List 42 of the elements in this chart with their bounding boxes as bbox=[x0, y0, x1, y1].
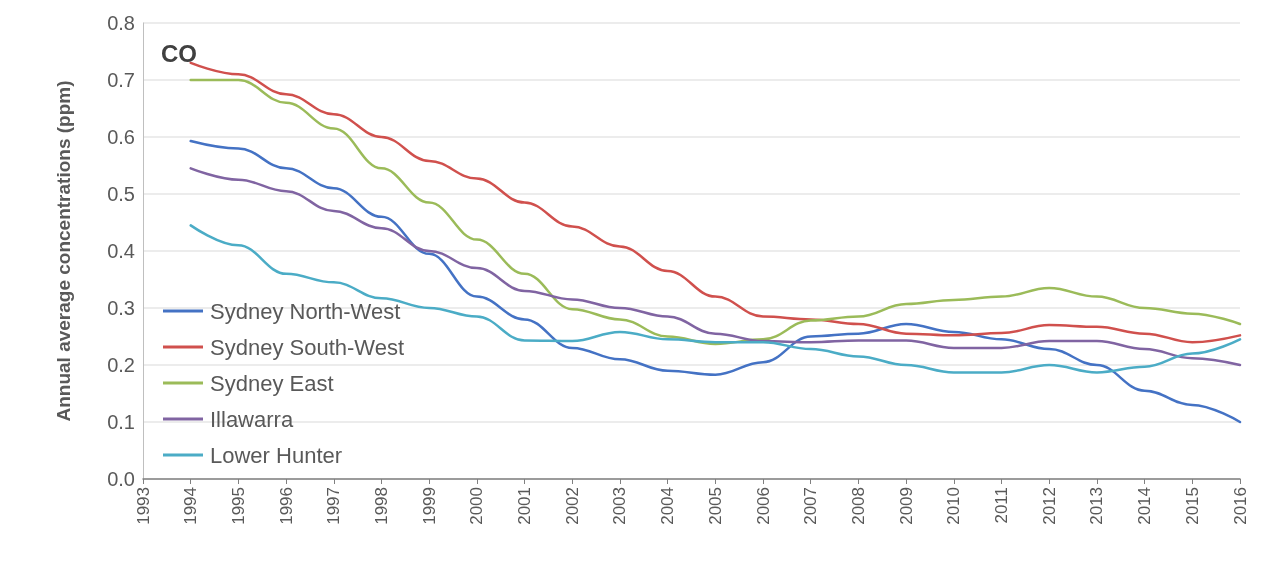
y-tick-label: 0.8 bbox=[107, 12, 135, 34]
y-tick-label: 0.6 bbox=[107, 126, 135, 148]
y-axis-title: Annual average concentrations (ppm) bbox=[53, 80, 74, 422]
y-tick-label: 0.7 bbox=[107, 69, 135, 91]
legend-label: Illawarra bbox=[210, 406, 294, 432]
x-tick-label: 2002 bbox=[562, 487, 582, 525]
x-tick-label: 2003 bbox=[610, 487, 630, 525]
x-tick-label: 2010 bbox=[944, 487, 964, 525]
x-tick-label: 2001 bbox=[515, 487, 535, 525]
x-tick-label: 2008 bbox=[848, 487, 868, 525]
x-tick-label: 2007 bbox=[801, 487, 821, 525]
x-tick-label: 2005 bbox=[705, 487, 725, 525]
x-tick-label: 2014 bbox=[1135, 487, 1155, 525]
line-series bbox=[189, 224, 1242, 374]
x-tick-label: 1997 bbox=[324, 487, 344, 525]
x-tick-label: 1993 bbox=[133, 487, 153, 525]
x-tick-label: 2004 bbox=[658, 487, 678, 525]
x-tick-label: 2006 bbox=[753, 487, 773, 525]
x-tick-label: 1994 bbox=[181, 487, 201, 525]
x-tick-label: 2013 bbox=[1087, 487, 1107, 525]
y-tick-label: 0.0 bbox=[107, 468, 135, 490]
x-tick-label: 2009 bbox=[896, 487, 916, 525]
x-tick-label: 2015 bbox=[1182, 487, 1202, 525]
legend-label: Lower Hunter bbox=[210, 442, 343, 468]
legend-label: Sydney South-West bbox=[210, 334, 405, 360]
x-tick-label: 1996 bbox=[276, 487, 296, 525]
text: CO bbox=[161, 39, 197, 67]
x-tick-label: 1995 bbox=[228, 487, 248, 525]
x-tick-label: 2011 bbox=[992, 487, 1012, 524]
x-tick-label: 2000 bbox=[467, 487, 487, 525]
x-tick-label: 2016 bbox=[1230, 487, 1250, 525]
x-tick-label: 2012 bbox=[1039, 487, 1059, 525]
y-tick-label: 0.5 bbox=[107, 183, 135, 205]
y-tick-label: 0.4 bbox=[107, 240, 135, 262]
line-series bbox=[189, 167, 1242, 367]
legend-label: Sydney East bbox=[210, 370, 334, 396]
x-tick-label: 1999 bbox=[419, 487, 439, 525]
y-tick-label: 0.3 bbox=[107, 297, 135, 319]
x-tick-label: 1998 bbox=[371, 487, 391, 525]
y-tick-label: 0.2 bbox=[107, 354, 135, 376]
legend-label: Sydney North-West bbox=[210, 298, 401, 324]
y-tick-label: 0.1 bbox=[107, 411, 135, 433]
